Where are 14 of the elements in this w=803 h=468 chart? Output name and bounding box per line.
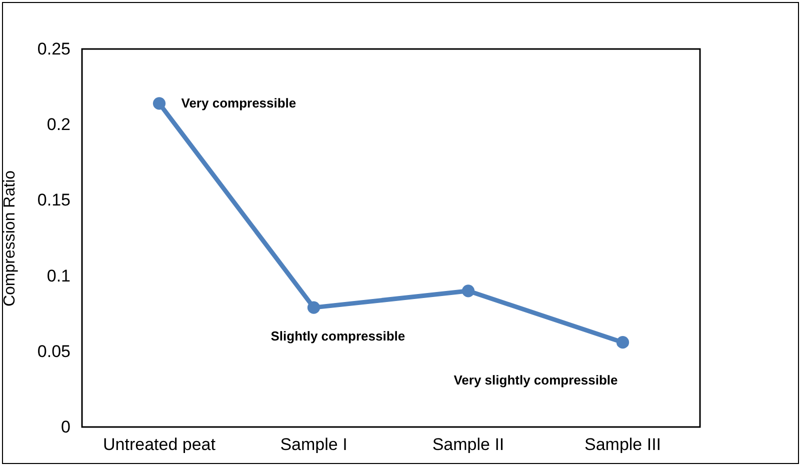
point [616, 336, 630, 349]
y-tick-label: 0.25 [37, 40, 70, 58]
annotation: Slightly compressible [270, 328, 406, 344]
point [307, 301, 320, 314]
y-axis-title: Compression Ratio [1, 170, 18, 307]
annotation: Very compressible [181, 95, 296, 110]
annotation: Very slightly compressible [454, 372, 618, 388]
y-tick-label: 0.2 [46, 115, 70, 134]
y-tick-label: 0.05 [37, 342, 70, 361]
y-tick-label: 0.1 [46, 266, 70, 286]
y-tick-label: 0.15 [37, 190, 70, 210]
point [152, 97, 166, 110]
point [462, 284, 475, 298]
y-tick-label: 0 [61, 418, 70, 436]
